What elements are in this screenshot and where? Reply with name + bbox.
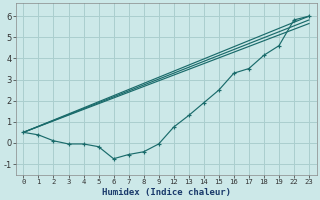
X-axis label: Humidex (Indice chaleur): Humidex (Indice chaleur) <box>102 188 231 197</box>
